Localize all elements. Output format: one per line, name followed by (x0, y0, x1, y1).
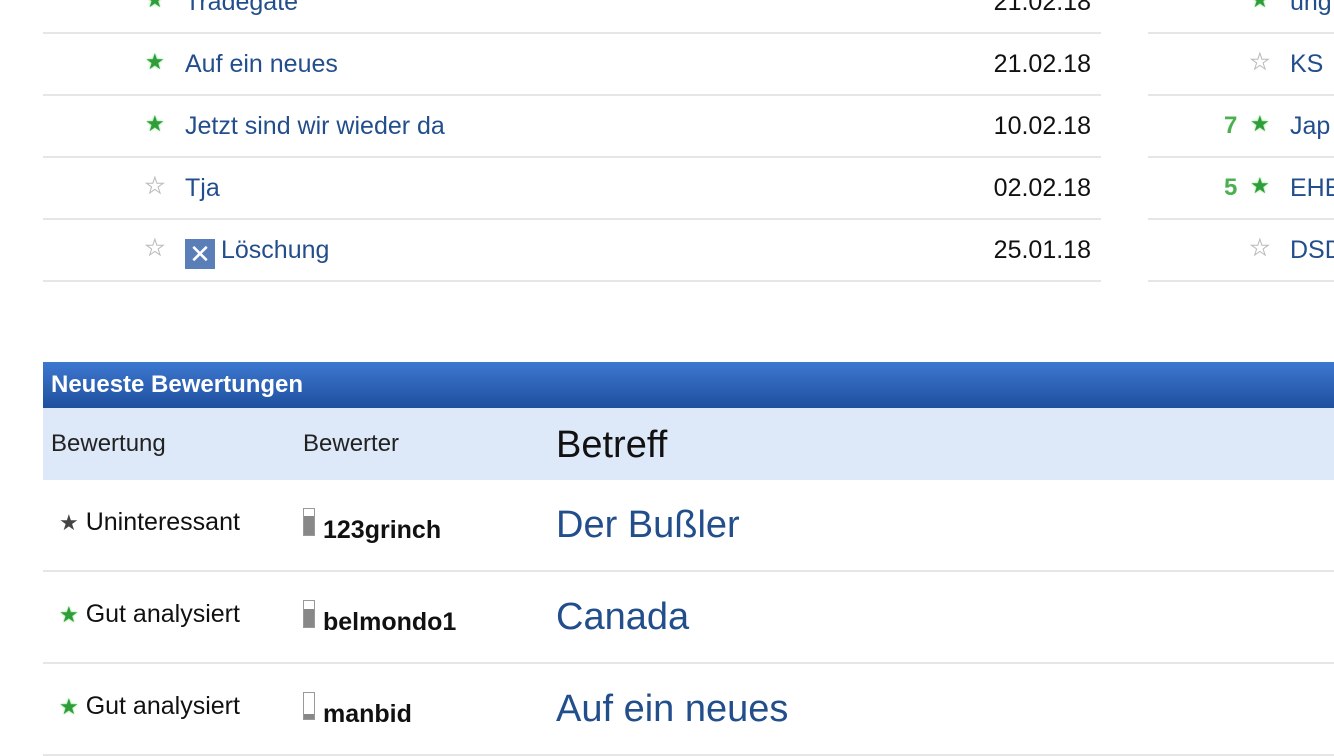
column-betreff: Betreff (556, 424, 668, 466)
thread-row: ★ KS (1148, 34, 1334, 96)
user-level-bar (303, 600, 315, 628)
rater-link[interactable]: manbid (303, 692, 412, 729)
deleted-icon: ✕ (185, 239, 215, 269)
subject-link[interactable]: Der Bußler (556, 504, 740, 546)
thread-title-link[interactable]: Tja (185, 174, 220, 202)
star-icon[interactable]: ★ (1250, 111, 1270, 136)
thread-row: 5 ★ EHE (1148, 158, 1334, 220)
star-icon[interactable]: ★ (145, 0, 165, 15)
thread-title-link[interactable]: Jap (1290, 112, 1331, 140)
thread-row: ★ ung (1148, 0, 1334, 34)
star-icon: ★ (59, 602, 79, 627)
star-icon[interactable]: ★ (1250, 235, 1271, 261)
star-icon[interactable]: ★ (1250, 49, 1271, 75)
thread-title-link[interactable]: EHE (1290, 174, 1334, 202)
subject-link[interactable]: Auf ein neues (556, 688, 789, 730)
thread-row: ★ Auf ein neues 21.02.18 (43, 34, 1101, 96)
thread-row: ★ DSD (1148, 220, 1334, 282)
thread-date: 10.02.18 (993, 112, 1091, 140)
thread-count: 7 (1224, 112, 1238, 139)
column-bewertung: Bewertung (51, 430, 166, 457)
ratings-column-headers: Bewertung Bewerter Betreff (43, 408, 1334, 480)
rating: ★ Uninteressant (59, 508, 240, 536)
star-icon: ★ (59, 510, 79, 535)
user-level-bar (303, 692, 315, 720)
column-bewerter: Bewerter (303, 430, 400, 457)
thread-date: 02.02.18 (993, 174, 1091, 202)
star-icon[interactable]: ★ (1250, 173, 1270, 198)
thread-date: 21.02.18 (993, 0, 1091, 16)
thread-row: 7 ★ Jap (1148, 96, 1334, 158)
thread-date: 25.01.18 (993, 236, 1091, 264)
thread-title-link[interactable]: Jetzt sind wir wieder da (185, 112, 445, 140)
rating-row: ★ Gut analysiert manbid Auf ein neues (43, 664, 1334, 756)
thread-count: 5 (1224, 174, 1238, 201)
rater-link[interactable]: belmondo1 (303, 600, 456, 637)
thread-title-link[interactable]: ✕ Löschung (185, 234, 329, 269)
thread-row: ★ Jetzt sind wir wieder da 10.02.18 (43, 96, 1101, 158)
star-icon[interactable]: ★ (145, 173, 166, 199)
thread-title-link[interactable]: Tradegate (185, 0, 299, 16)
thread-title-link[interactable]: Auf ein neues (185, 50, 338, 78)
thread-row: ★ ✕ Löschung 25.01.18 (43, 220, 1101, 282)
user-level-bar (303, 508, 315, 536)
thread-title-link[interactable]: DSD (1290, 236, 1334, 264)
thread-date: 21.02.18 (993, 50, 1091, 78)
star-icon[interactable]: ★ (145, 49, 165, 74)
thread-title-link[interactable]: ung (1290, 0, 1332, 16)
rating: ★ Gut analysiert (59, 600, 240, 628)
ratings-header: Neueste Bewertungen (43, 362, 1334, 408)
rating-row: ★ Gut analysiert belmondo1 Canada (43, 572, 1334, 664)
star-icon[interactable]: ★ (1250, 0, 1270, 15)
rating: ★ Gut analysiert (59, 692, 240, 720)
thread-title-link[interactable]: KS (1290, 50, 1324, 78)
star-icon[interactable]: ★ (145, 111, 165, 136)
thread-row: ★ Tradegate 21.02.18 (43, 0, 1101, 34)
thread-row: ★ Tja 02.02.18 (43, 158, 1101, 220)
rating-row: ★ Uninteressant 123grinch Der Bußler (43, 480, 1334, 572)
subject-link[interactable]: Canada (556, 596, 690, 638)
star-icon[interactable]: ★ (145, 235, 166, 261)
rater-link[interactable]: 123grinch (303, 508, 441, 545)
star-icon: ★ (59, 694, 79, 719)
